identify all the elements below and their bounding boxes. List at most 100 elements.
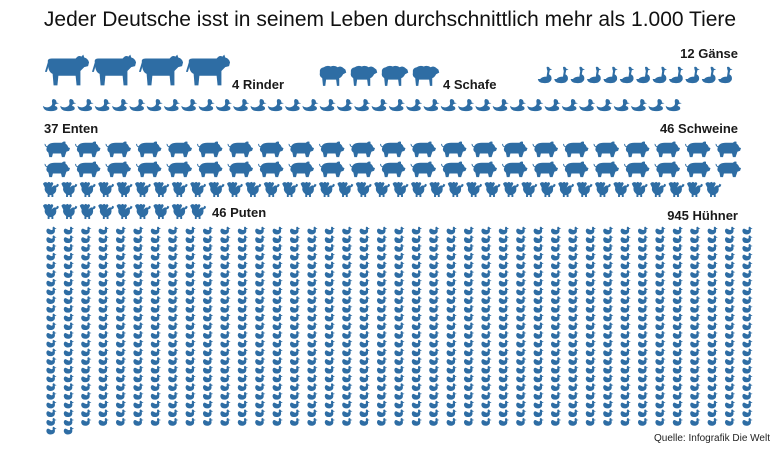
chicken-icon — [568, 409, 579, 418]
chicken-icon — [516, 331, 527, 339]
chicken-icon — [655, 348, 666, 357]
chicken-icon — [550, 313, 562, 322]
chicken-icon — [307, 418, 318, 426]
chicken-icon — [603, 244, 614, 252]
chicken-icon — [63, 304, 75, 313]
chicken-icon — [46, 409, 57, 418]
chicken-icon — [637, 365, 649, 374]
chicken-icon — [168, 374, 179, 383]
chicken-icon — [98, 339, 109, 348]
chicken-icon — [63, 287, 75, 296]
chicken-icon — [411, 313, 423, 322]
chicken-icon — [690, 400, 701, 409]
chicken-icon — [672, 270, 684, 278]
chicken-icon — [255, 409, 266, 418]
chicken-icon — [289, 400, 301, 409]
chicken-icon — [498, 287, 510, 296]
chicken-icon — [133, 409, 144, 418]
chicken-icon — [98, 270, 109, 278]
chicken-icon — [533, 226, 544, 235]
chicken-icon — [724, 252, 736, 261]
chicken-icon — [324, 409, 336, 418]
chicken-icon — [533, 235, 544, 244]
chicken-icon — [255, 235, 266, 244]
chicken-icon — [707, 270, 718, 278]
chicken-icon — [637, 252, 649, 261]
pig-icon — [319, 161, 345, 178]
chicken-icon — [115, 357, 127, 365]
chicken-icon — [115, 252, 127, 261]
chicken-icon — [115, 304, 127, 313]
chicken-icon — [185, 339, 196, 348]
chicken-icon — [168, 339, 179, 348]
chicken-icon — [411, 374, 423, 383]
chicken-icon — [672, 226, 684, 235]
chicken-icon — [690, 357, 701, 365]
chicken-icon — [550, 339, 562, 348]
chicken-icon — [481, 278, 492, 287]
chicken-icon — [672, 391, 684, 400]
chicken-icon — [359, 235, 370, 244]
chicken-icon — [237, 287, 249, 296]
turkey-icon — [190, 203, 207, 219]
chicken-icon — [307, 235, 318, 244]
chicken-icon — [707, 296, 718, 304]
chicken-icon — [324, 270, 336, 278]
chicken-icon — [307, 383, 318, 391]
chicken-icon — [324, 304, 336, 313]
chicken-icon — [46, 426, 57, 435]
chicken-icon — [533, 322, 544, 331]
chicken-icon — [690, 331, 701, 339]
chicken-icon — [342, 313, 353, 322]
chicken-icon — [655, 383, 666, 391]
chicken-icon — [637, 374, 649, 383]
chicken-icon — [707, 331, 718, 339]
chicken-icon — [672, 235, 684, 244]
chicken-icon — [272, 400, 283, 409]
chicken-icon — [307, 357, 318, 365]
chicken-icon — [98, 226, 109, 235]
chicken-icon — [568, 365, 579, 374]
chicken-icon — [168, 244, 179, 252]
chicken-icon — [255, 357, 266, 365]
chicken-icon — [98, 391, 109, 400]
chicken-icon — [272, 383, 283, 391]
chicken-icon — [46, 400, 57, 409]
chicken-icon — [307, 400, 318, 409]
chicken-icon — [342, 409, 353, 418]
chicken-icon — [202, 226, 214, 235]
chicken-icon — [272, 339, 283, 348]
turkey-icon — [190, 181, 207, 197]
chicken-icon — [568, 418, 579, 426]
chicken-icon — [411, 331, 423, 339]
chicken-icon — [498, 365, 510, 374]
chicken-icon — [498, 383, 510, 391]
pig-icon — [166, 141, 192, 158]
chicken-icon — [620, 287, 631, 296]
pig-icon — [319, 141, 345, 158]
pig-icon — [197, 141, 223, 158]
chicken-icon — [411, 270, 423, 278]
chicken-icon — [307, 270, 318, 278]
chicken-icon — [202, 322, 214, 331]
chicken-icon — [724, 287, 736, 296]
chicken-icon — [168, 322, 179, 331]
chicken-icon — [411, 409, 423, 418]
duck-icon — [371, 99, 388, 112]
chicken-icon — [446, 331, 457, 339]
chicken-icon — [324, 383, 336, 391]
chicken-icon — [307, 322, 318, 331]
turkey-icon — [208, 181, 225, 197]
chicken-icon — [724, 374, 736, 383]
chicken-icon — [429, 365, 440, 374]
label-geese: 12 Gänse — [680, 46, 738, 61]
chicken-icon — [307, 365, 318, 374]
chicken-icon — [637, 296, 649, 304]
chicken-icon — [185, 322, 196, 331]
chicken-icon — [185, 235, 196, 244]
chicken-icon — [133, 348, 144, 357]
chicken-icon — [98, 400, 109, 409]
chicken-icon — [429, 278, 440, 287]
undefined — [701, 66, 717, 84]
chicken-icon — [620, 418, 631, 426]
